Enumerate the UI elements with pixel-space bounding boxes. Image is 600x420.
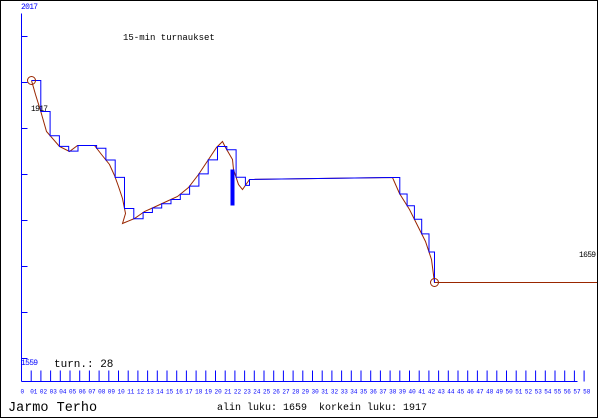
svg-text:22: 22 <box>234 389 242 396</box>
svg-text:10: 10 <box>118 389 126 396</box>
svg-text:50: 50 <box>506 389 514 396</box>
svg-text:35: 35 <box>360 389 368 396</box>
svg-text:31: 31 <box>321 389 329 396</box>
svg-text:01: 01 <box>30 389 38 396</box>
svg-text:41: 41 <box>418 389 426 396</box>
svg-text:36: 36 <box>370 389 378 396</box>
svg-text:11: 11 <box>127 389 135 396</box>
svg-text:04: 04 <box>59 389 67 396</box>
svg-text:20: 20 <box>215 389 223 396</box>
svg-text:15: 15 <box>166 389 174 396</box>
svg-text:45: 45 <box>457 389 465 396</box>
svg-text:30: 30 <box>312 389 320 396</box>
svg-text:37: 37 <box>379 389 387 396</box>
svg-text:12: 12 <box>137 389 145 396</box>
svg-text:40: 40 <box>409 389 417 396</box>
svg-text:25: 25 <box>263 389 271 396</box>
svg-text:05: 05 <box>69 389 77 396</box>
svg-text:14: 14 <box>156 389 164 396</box>
svg-text:46: 46 <box>467 389 475 396</box>
svg-text:03: 03 <box>50 389 58 396</box>
svg-text:26: 26 <box>273 389 281 396</box>
svg-text:49: 49 <box>496 389 504 396</box>
svg-text:16: 16 <box>176 389 184 396</box>
svg-text:55: 55 <box>554 389 562 396</box>
svg-text:57: 57 <box>573 389 581 396</box>
svg-text:17: 17 <box>185 389 193 396</box>
svg-text:47: 47 <box>476 389 484 396</box>
svg-text:32: 32 <box>331 389 339 396</box>
svg-text:24: 24 <box>253 389 261 396</box>
svg-text:38: 38 <box>389 389 397 396</box>
svg-text:39: 39 <box>399 389 407 396</box>
svg-text:0: 0 <box>21 389 25 396</box>
svg-text:34: 34 <box>350 389 358 396</box>
svg-text:42: 42 <box>428 389 436 396</box>
svg-text:54: 54 <box>544 389 552 396</box>
svg-text:02: 02 <box>40 389 48 396</box>
svg-text:33: 33 <box>341 389 349 396</box>
svg-text:19: 19 <box>205 389 213 396</box>
svg-text:13: 13 <box>147 389 155 396</box>
svg-text:27: 27 <box>282 389 290 396</box>
svg-text:43: 43 <box>438 389 446 396</box>
svg-text:07: 07 <box>88 389 96 396</box>
svg-text:08: 08 <box>98 389 106 396</box>
svg-text:23: 23 <box>244 389 252 396</box>
svg-text:29: 29 <box>302 389 310 396</box>
svg-text:48: 48 <box>486 389 494 396</box>
svg-text:53: 53 <box>535 389 543 396</box>
svg-text:18: 18 <box>195 389 203 396</box>
svg-text:51: 51 <box>515 389 523 396</box>
svg-text:28: 28 <box>292 389 300 396</box>
svg-text:56: 56 <box>564 389 572 396</box>
svg-text:21: 21 <box>224 389 232 396</box>
svg-text:52: 52 <box>525 389 533 396</box>
svg-text:44: 44 <box>447 389 455 396</box>
svg-text:09: 09 <box>108 389 116 396</box>
svg-text:58: 58 <box>583 389 591 396</box>
svg-text:06: 06 <box>79 389 87 396</box>
